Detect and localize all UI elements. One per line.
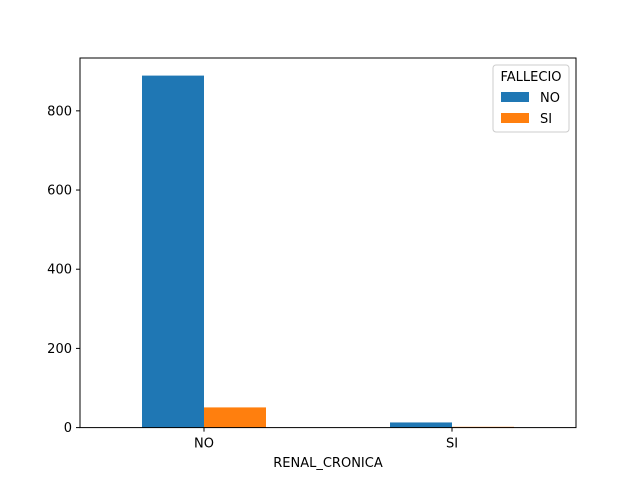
legend: FALLECIO NO SI [492,64,570,133]
x-tick-label: NO [194,437,214,452]
x-tick-label: SI [446,437,458,452]
legend-swatch-si [501,113,529,123]
y-axis: 0 200 400 600 800 [47,104,80,436]
bars-group [142,75,514,428]
x-axis-label: RENAL_CRONICA [273,456,383,471]
legend-swatch-no [501,92,529,102]
y-tick-label: 600 [47,184,72,199]
legend-label-si: SI [540,112,552,127]
plot-area-frame [79,57,577,429]
y-tick-label: 200 [47,342,72,357]
legend-label-no: NO [540,91,560,106]
legend-title: FALLECIO [500,70,561,85]
bar-no-si [204,407,266,428]
y-tick-label: 800 [47,104,72,119]
y-tick-label: 400 [47,263,72,278]
x-axis: NO SI [194,427,458,452]
bar-no-no [142,75,204,428]
bar-si-no [390,422,452,428]
y-tick-label: 0 [64,421,72,436]
